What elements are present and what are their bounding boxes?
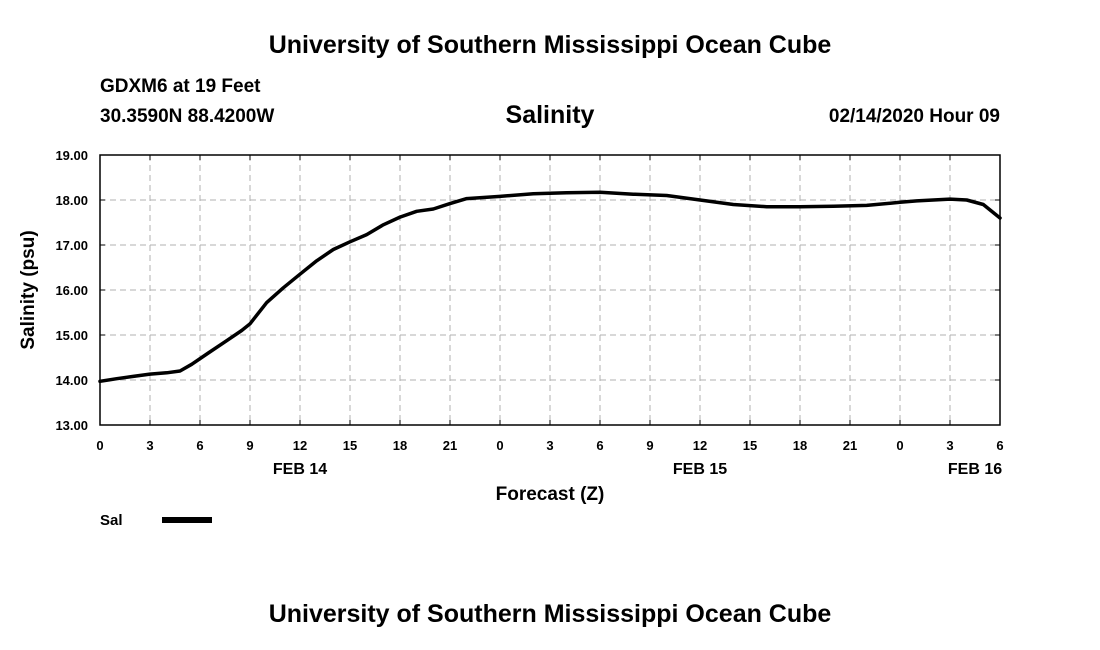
- y-tick-label: 19.00: [55, 148, 88, 163]
- x-tick-label: 15: [743, 438, 757, 453]
- x-tick-label: 6: [996, 438, 1003, 453]
- x-tick-label: 0: [496, 438, 503, 453]
- grid-lines: [100, 155, 1000, 425]
- x-axis-label: Forecast (Z): [496, 484, 605, 505]
- date-label: FEB 15: [673, 461, 727, 478]
- x-tick-label: 6: [596, 438, 603, 453]
- y-tick-label: 16.00: [55, 283, 88, 298]
- y-axis-label: Salinity (psu): [18, 230, 39, 349]
- x-tick-label: 3: [946, 438, 953, 453]
- x-tick-label: 12: [293, 438, 307, 453]
- footer-title: University of Southern Mississippi Ocean…: [268, 600, 832, 628]
- axis-ticks: [99, 154, 1001, 426]
- series-layer: [98, 190, 1002, 384]
- x-tick-label: 6: [196, 438, 203, 453]
- x-tick-label: 9: [246, 438, 253, 453]
- x-tick-label: 18: [393, 438, 407, 453]
- x-tick-label: 9: [646, 438, 653, 453]
- x-tick-label: 3: [546, 438, 553, 453]
- y-tick-label: 13.00: [55, 418, 88, 433]
- chart-title: Salinity: [505, 101, 595, 129]
- page-title: University of Southern Mississippi Ocean…: [268, 31, 832, 59]
- y-tick-label: 17.00: [55, 238, 88, 253]
- station-name: GDXM6 at 19 Feet: [100, 76, 261, 97]
- date-label: FEB 14: [273, 461, 327, 478]
- legend-label: Sal: [100, 512, 123, 529]
- axis-labels: 13.00 14.00 15.00 16.00 17.00 18.00 19.00 0 3 6 9 1…: [55, 148, 1003, 478]
- x-tick-label: 21: [443, 438, 457, 453]
- x-tick-label: 18: [793, 438, 807, 453]
- y-tick-label: 14.00: [55, 373, 88, 388]
- x-tick-label: 3: [146, 438, 153, 453]
- station-location: 30.3590N 88.4200W: [100, 106, 275, 127]
- x-tick-label: 0: [96, 438, 103, 453]
- x-tick-label: 21: [843, 438, 857, 453]
- x-tick-label: 0: [896, 438, 903, 453]
- x-tick-label: 12: [693, 438, 707, 453]
- series-line-sal: [98, 190, 1002, 384]
- y-tick-label: 18.00: [55, 193, 88, 208]
- x-tick-label: 15: [343, 438, 357, 453]
- y-tick-label: 15.00: [55, 328, 88, 343]
- date-label: FEB 16: [948, 461, 1002, 478]
- issued-time: 02/14/2020 Hour 09: [828, 106, 1000, 127]
